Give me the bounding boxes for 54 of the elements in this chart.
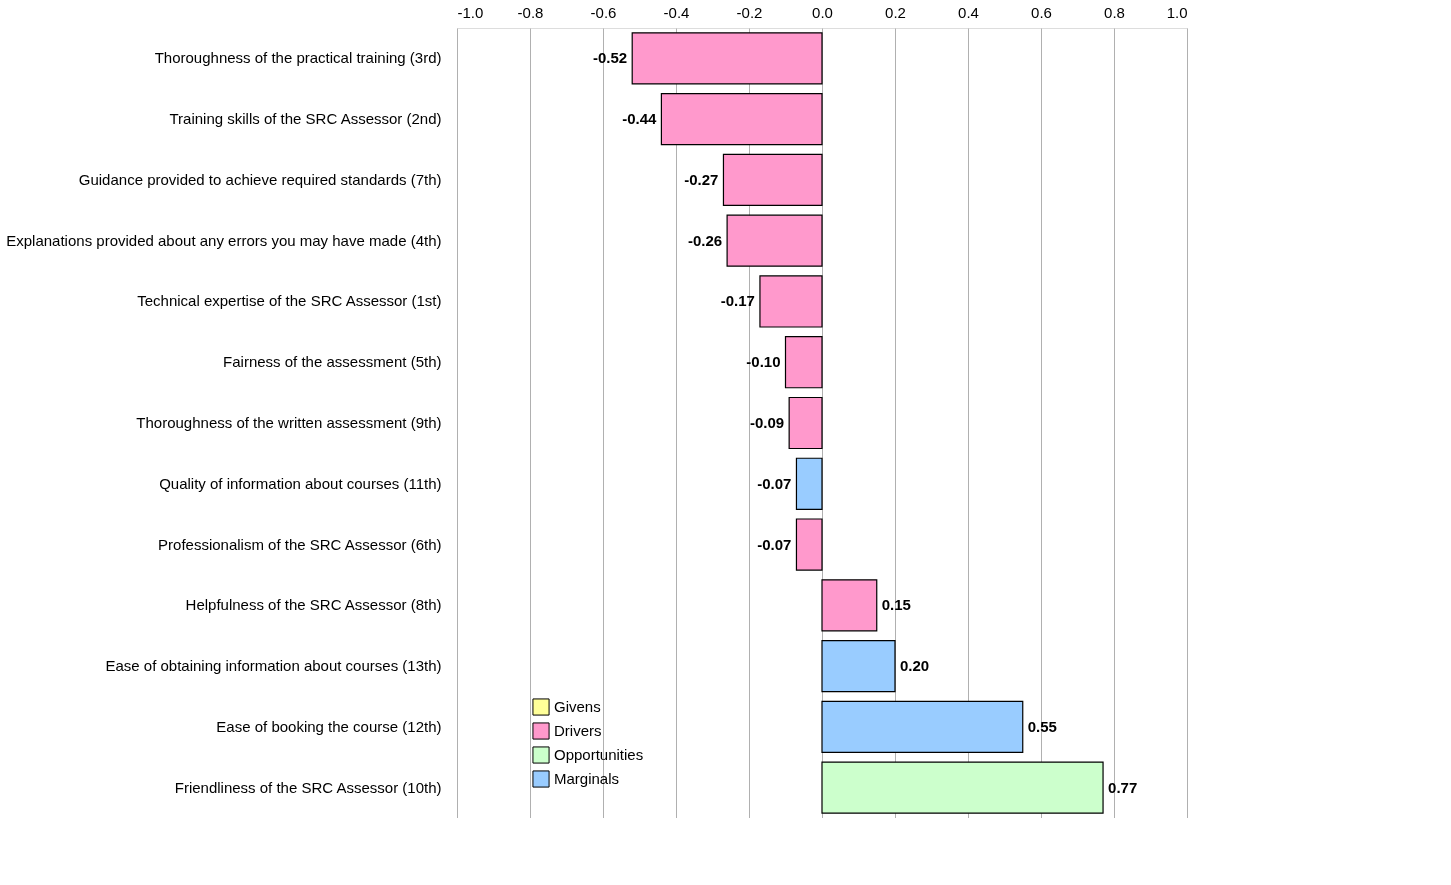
y-tick-label: Thoroughness of the written assessment (9th): [136, 414, 442, 431]
y-tick-label: Fairness of the assessment (5th): [223, 353, 442, 371]
y-tick-label: Training skills of the SRC Assessor (2nd): [169, 110, 442, 128]
bar: [722, 153, 823, 207]
x-tick-label: -0.6: [590, 3, 617, 21]
data-label: 0.20: [900, 657, 930, 675]
legend-label: Marginals: [554, 770, 620, 787]
bar: [788, 396, 823, 450]
x-tick-label: -1.0: [457, 3, 484, 21]
bar: [784, 336, 823, 389]
bar: [821, 639, 896, 693]
data-label: -0.07: [757, 474, 792, 492]
bar: [795, 518, 823, 571]
y-tick-label: Explanations provided about any errors you may have made (4th): [6, 231, 442, 249]
data-label: -0.10: [746, 353, 781, 371]
data-label: -0.26: [687, 231, 723, 249]
bar: [660, 93, 823, 146]
bar: [821, 579, 878, 632]
y-tick-label: Thoroughness of the practical training (3rd): [154, 49, 442, 67]
data-label: 0.55: [1027, 717, 1057, 735]
bar: [821, 761, 1104, 814]
y-tick-label: Friendliness of the SRC Assessor (10th): [174, 778, 442, 796]
y-tick-label: Technical expertise of the SRC Assessor (1st): [137, 292, 442, 310]
x-tick-label: 0.6: [1031, 3, 1052, 21]
x-tick-label: 1.0: [1166, 3, 1188, 21]
y-tick-label: Ease of booking the course (12th): [216, 717, 442, 735]
data-label: -0.07: [757, 535, 792, 553]
x-tick-label: -0.8: [517, 3, 544, 21]
y-tick-label: Professionalism of the SRC Assessor (6th): [158, 535, 442, 553]
bar: [821, 700, 1024, 753]
x-tick-label: 0.8: [1104, 3, 1125, 21]
legend-label: Givens: [554, 698, 601, 715]
legend-label: Drivers: [554, 722, 602, 739]
y-tick-label: Quality of information about courses (11th): [159, 474, 442, 492]
y-tick-label: Helpfulness of the SRC Assessor (8th): [185, 596, 442, 614]
legend-label: Opportunities: [554, 746, 644, 763]
x-tick-label: 0.0: [812, 3, 833, 21]
bar: [726, 214, 823, 267]
y-tick-label: Ease of obtaining information about courses (13th): [105, 657, 442, 675]
x-tick-label: -0.4: [663, 3, 690, 21]
y-tick-label: Guidance provided to achieve required standards (7th): [78, 170, 442, 188]
data-label: -0.52: [593, 49, 628, 67]
data-label: 0.15: [881, 596, 911, 614]
data-label: -0.17: [720, 292, 755, 310]
bar: [795, 457, 823, 510]
data-label: -0.27: [684, 170, 719, 188]
x-tick-label: -0.2: [736, 3, 763, 21]
data-label: -0.44: [622, 110, 658, 128]
bar: [759, 275, 823, 328]
data-label: -0.09: [749, 414, 785, 431]
bar: [631, 32, 823, 85]
x-tick-label: 0.4: [958, 3, 979, 21]
data-label: 0.77: [1108, 778, 1138, 796]
x-tick-label: 0.2: [885, 3, 906, 21]
